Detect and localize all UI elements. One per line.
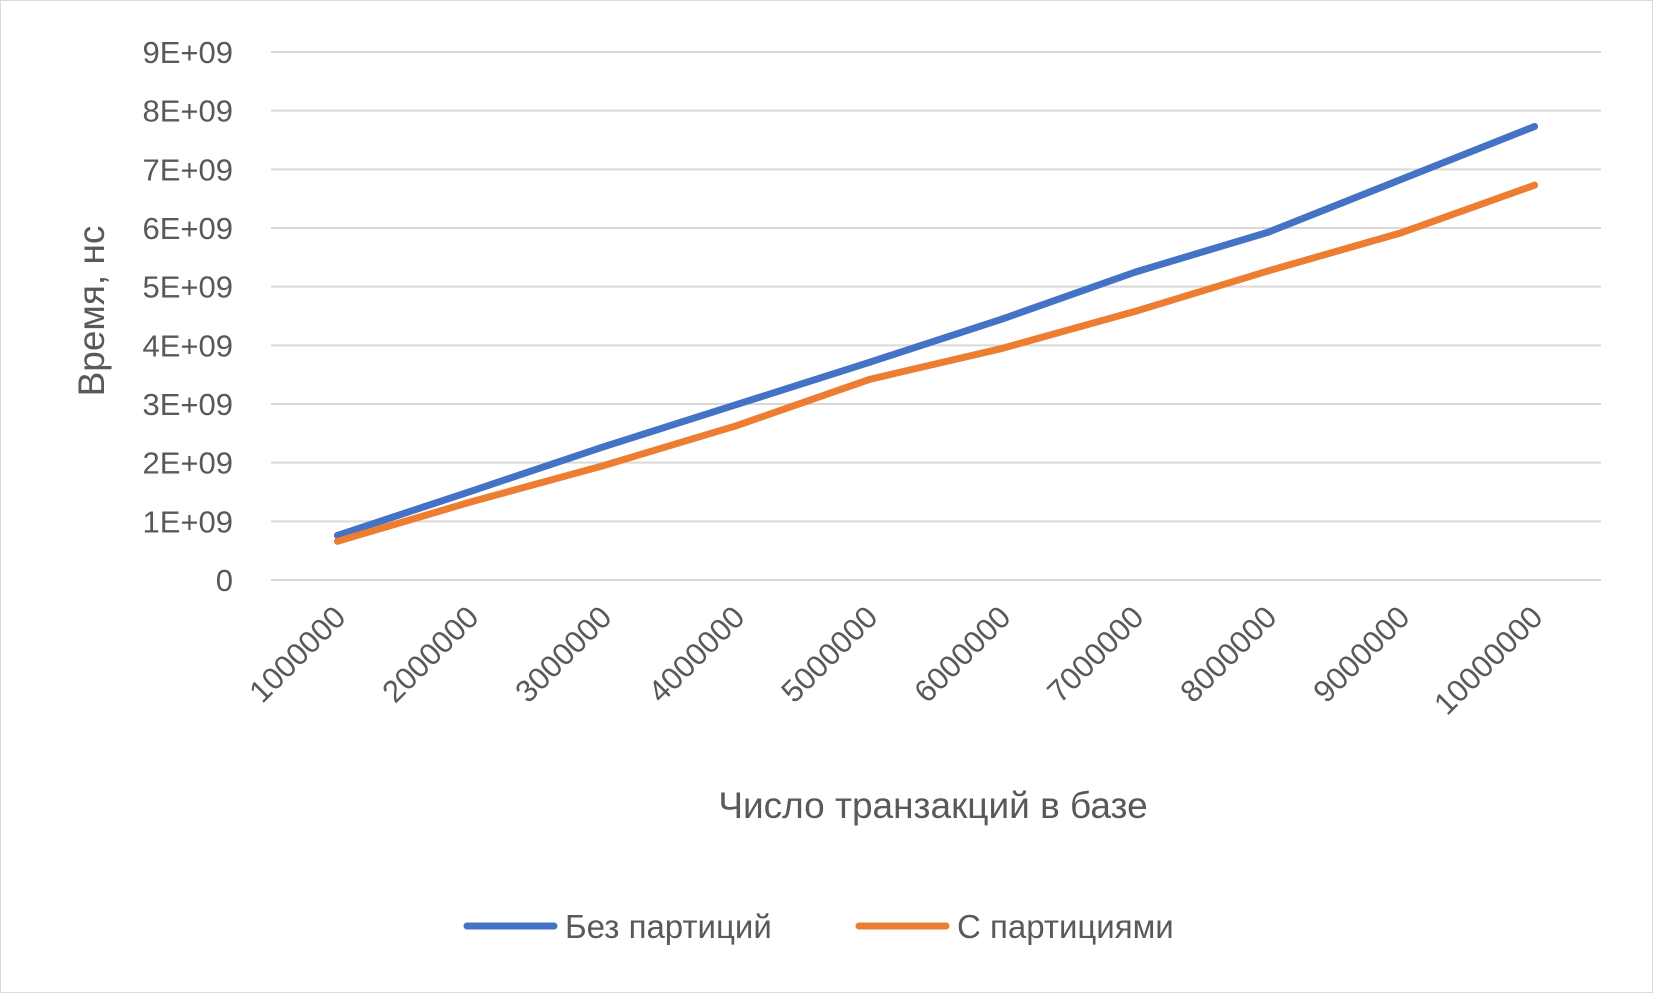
- legend-label: С партициями: [957, 908, 1174, 945]
- x-tick-label: 5000000: [774, 599, 884, 709]
- x-tick-label: 4000000: [641, 599, 751, 709]
- data-point: [1132, 268, 1139, 276]
- data-point: [1398, 229, 1405, 237]
- y-tick-label: 1E+09: [142, 504, 233, 539]
- x-tick-label: 9000000: [1306, 599, 1416, 709]
- x-tick-label: 6000000: [907, 599, 1017, 709]
- data-point: [467, 498, 474, 506]
- series-line: [334, 123, 1538, 539]
- y-axis-title: Время, нс: [71, 226, 112, 397]
- series-line: [334, 181, 1538, 545]
- data-point: [1265, 267, 1272, 275]
- y-tick-label: 5E+09: [142, 270, 233, 305]
- data-point: [1132, 307, 1139, 315]
- data-point: [733, 422, 740, 430]
- data-point: [999, 315, 1006, 323]
- legend: Без партиций С партициями: [463, 908, 1174, 945]
- data-point: [866, 358, 873, 366]
- data-point: [1265, 228, 1272, 236]
- series-lines: [334, 123, 1538, 545]
- x-tick-label: 1000000: [242, 599, 352, 709]
- data-point: [999, 344, 1006, 352]
- data-point: [866, 375, 873, 383]
- data-point: [600, 443, 607, 451]
- y-tick-label: 9E+09: [142, 35, 233, 70]
- y-tick-label: 6E+09: [142, 211, 233, 246]
- y-tick-label: 3E+09: [142, 387, 233, 422]
- y-tick-label: 8E+09: [142, 94, 233, 129]
- legend-label: Без партиций: [565, 908, 772, 945]
- data-point: [1531, 181, 1538, 189]
- y-tick-label: 0: [216, 563, 233, 598]
- y-tick-label: 2E+09: [142, 446, 233, 481]
- x-tick-label: 2000000: [375, 599, 485, 709]
- y-tick-label: 7E+09: [142, 152, 233, 187]
- data-point: [1398, 175, 1405, 183]
- x-axis-ticks: 1000000 2000000 3000000 4000000 5000000 60000…: [242, 599, 1549, 721]
- data-point: [334, 537, 341, 545]
- x-axis-title: Число транзакций в базе: [718, 785, 1147, 826]
- x-tick-label: 8000000: [1173, 599, 1283, 709]
- data-point: [733, 401, 740, 409]
- y-tick-label: 4E+09: [142, 328, 233, 363]
- data-point: [600, 462, 607, 470]
- data-point: [1531, 123, 1538, 131]
- y-axis-ticks: 0 1E+09 2E+09 3E+09 4E+09 5E+09 6E+09 7E+09 8E+0…: [142, 35, 233, 598]
- x-tick-label: 7000000: [1040, 599, 1150, 709]
- x-tick-label: 10000000: [1427, 599, 1549, 721]
- gridlines: [271, 51, 1601, 581]
- x-tick-label: 3000000: [508, 599, 618, 709]
- data-point: [467, 487, 474, 495]
